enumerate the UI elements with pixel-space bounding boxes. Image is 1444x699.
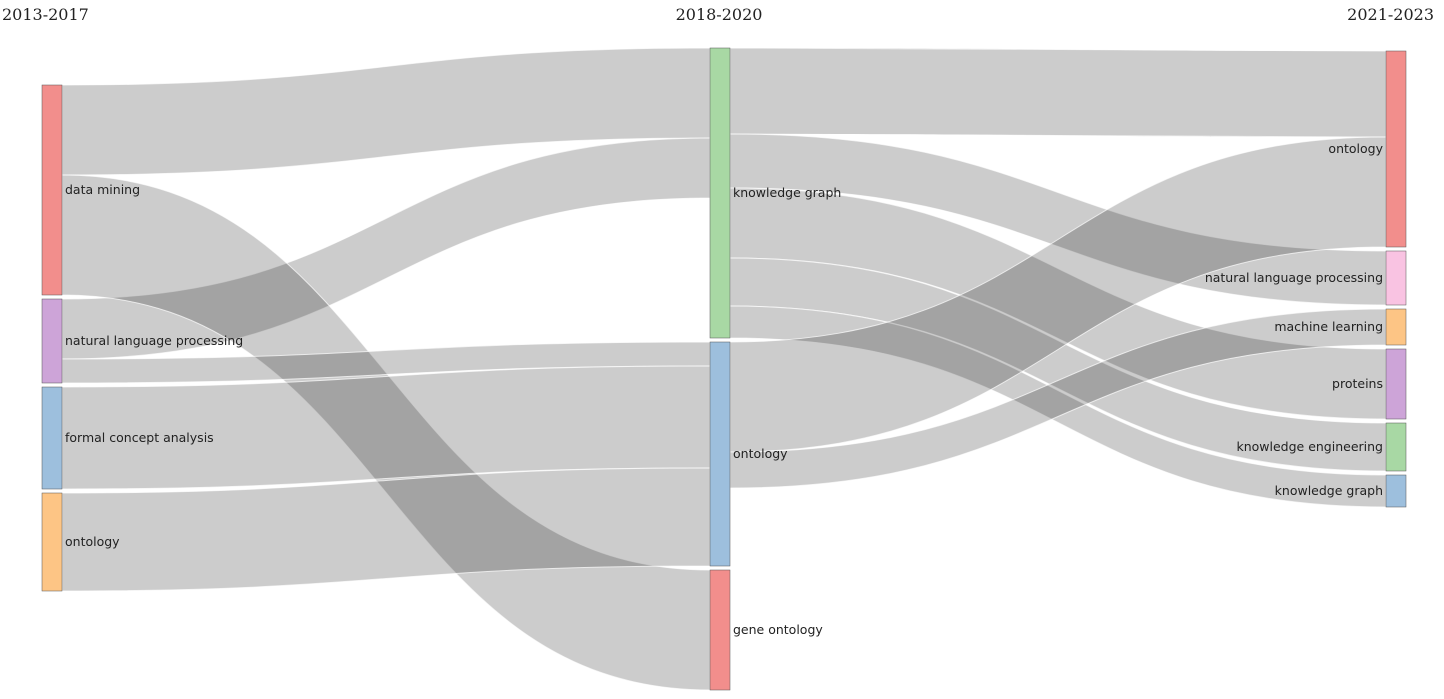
node-b_go[interactable] xyxy=(709,569,731,691)
labels-layer: data mining natural language processing fo… xyxy=(65,141,1384,637)
node-a_dm[interactable] xyxy=(41,84,63,296)
node-c_ml[interactable] xyxy=(1385,308,1407,346)
nodes-layer xyxy=(41,47,1407,691)
node-c_ont[interactable] xyxy=(1385,50,1407,248)
node-label-b_go: gene ontology xyxy=(733,622,823,637)
node-label-c_ml: machine learning xyxy=(1274,319,1383,334)
column-titles: 2013-2017 2018-2020 2021-2023 xyxy=(2,5,1434,24)
node-label-a_fca: formal concept analysis xyxy=(65,430,214,445)
node-label-a_dm: data mining xyxy=(65,182,140,197)
node-b_kg[interactable] xyxy=(709,47,731,339)
node-c_nlp[interactable] xyxy=(1385,250,1407,306)
node-label-b_ont: ontology xyxy=(733,446,788,461)
node-a_fca[interactable] xyxy=(41,386,63,490)
node-label-c_ont: ontology xyxy=(1328,141,1383,156)
flow-link-b_kg-to-c_ont[interactable] xyxy=(729,47,1387,138)
node-b_ont[interactable] xyxy=(709,341,731,567)
node-c_ke[interactable] xyxy=(1385,422,1407,472)
node-label-c_ke: knowledge engineering xyxy=(1236,439,1383,454)
links-layer xyxy=(61,47,1387,691)
node-label-c_nlp: natural language processing xyxy=(1205,270,1383,285)
node-label-b_kg: knowledge graph xyxy=(733,185,841,200)
node-a_ont[interactable] xyxy=(41,492,63,592)
node-c_kg[interactable] xyxy=(1385,474,1407,508)
column-title-1: 2018-2020 xyxy=(676,5,763,24)
node-label-c_kg: knowledge graph xyxy=(1275,483,1383,498)
node-label-a_ont: ontology xyxy=(65,534,120,549)
node-label-c_pro: proteins xyxy=(1332,376,1383,391)
node-a_nlp[interactable] xyxy=(41,298,63,384)
node-label-a_nlp: natural language processing xyxy=(65,333,243,348)
node-c_pro[interactable] xyxy=(1385,348,1407,420)
column-title-0: 2013-2017 xyxy=(2,5,89,24)
column-title-2: 2021-2023 xyxy=(1347,5,1434,24)
